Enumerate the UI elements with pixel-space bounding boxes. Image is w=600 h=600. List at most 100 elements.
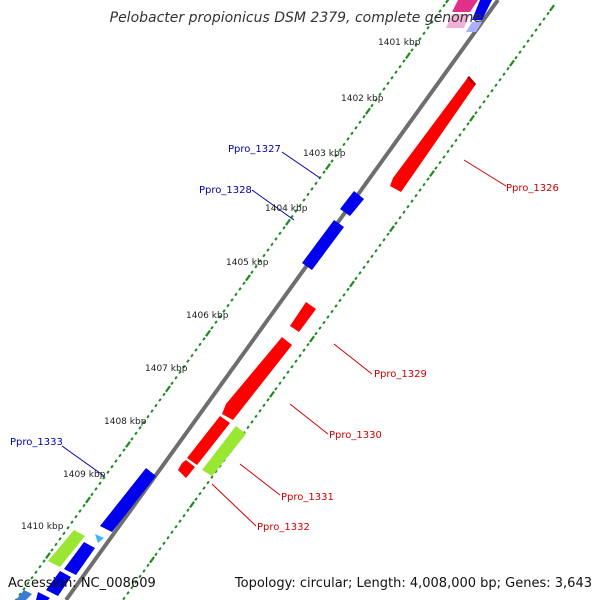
- outer-tick-mark: [66, 525, 70, 530]
- gene-bottom-green[interactable]: [48, 530, 85, 567]
- inner-tick-mark: [494, 83, 498, 88]
- outer-tick-mark: [98, 481, 102, 486]
- outer-tick-mark: [122, 448, 126, 452]
- inner-tick-mark: [498, 77, 502, 82]
- gene-ppro-1329[interactable]: [290, 302, 316, 332]
- outer-tick-mark: [285, 218, 291, 226]
- gene-label-ppro-1326[interactable]: Ppro_1326: [506, 183, 559, 194]
- outer-tick-mark: [85, 496, 91, 504]
- inner-tick-mark: [514, 55, 518, 60]
- inner-tick-mark: [166, 535, 170, 540]
- inner-tick-mark: [414, 193, 418, 198]
- gene-label-ppro-1327[interactable]: Ppro_1327: [228, 144, 281, 155]
- inner-tick-mark: [326, 315, 330, 319]
- inner-tick-mark: [506, 66, 510, 71]
- gene-ppro-1326[interactable]: [390, 76, 476, 192]
- outer-tick-mark: [382, 87, 386, 91]
- gene-label-ppro-1332[interactable]: Ppro_1332: [257, 522, 310, 533]
- gene-label-ppro-1328[interactable]: Ppro_1328: [199, 185, 252, 196]
- inner-tick-mark: [322, 320, 326, 325]
- gene-top-pink[interactable]: [452, 0, 478, 12]
- inner-tick-mark: [266, 398, 270, 402]
- inner-tick-mark: [250, 420, 254, 424]
- inner-tick-mark: [446, 149, 450, 154]
- outer-tick-mark: [325, 163, 331, 171]
- inner-tick-mark: [474, 111, 478, 115]
- outer-tick-mark: [234, 292, 238, 297]
- outer-tick-mark: [266, 248, 270, 252]
- gene-ppro-1327[interactable]: [340, 191, 364, 216]
- inner-tick-mark: [358, 271, 362, 275]
- kbp-label-1409: 1409 kbp: [63, 470, 106, 480]
- outer-tick-mark: [342, 142, 346, 147]
- inner-tick-mark: [269, 390, 275, 398]
- gene-ppro-1328[interactable]: [302, 220, 344, 270]
- outer-tick-mark: [134, 431, 138, 436]
- inner-tick-mark: [374, 249, 378, 253]
- inner-tick-mark: [394, 221, 398, 226]
- inner-tick-mark: [402, 210, 406, 214]
- outer-tick-mark: [94, 487, 98, 491]
- outer-tick-mark: [125, 440, 131, 448]
- outer-tick-mark: [146, 414, 150, 419]
- outer-tick-mark: [170, 381, 174, 386]
- inner-tick-mark: [370, 254, 374, 259]
- gene-ppro-1333[interactable]: [100, 468, 156, 532]
- outer-tick-mark: [270, 242, 274, 247]
- outer-tick-mark: [74, 514, 78, 519]
- inner-tick-mark: [526, 39, 530, 43]
- gene-top-pink-light[interactable]: [446, 14, 470, 28]
- gene-label-ppro-1331[interactable]: Ppro_1331: [281, 492, 334, 503]
- inner-tick-mark: [426, 177, 430, 181]
- gene-small-cyan[interactable]: [95, 534, 104, 543]
- outer-tick-mark: [294, 209, 298, 213]
- outer-tick-mark: [258, 259, 262, 263]
- outer-tick-mark: [290, 214, 294, 219]
- inner-tick-mark: [202, 486, 206, 490]
- gene-top-blue-light[interactable]: [466, 22, 482, 32]
- outer-tick-mark: [130, 437, 134, 441]
- inner-tick-mark: [146, 563, 150, 568]
- inner-tick-mark: [170, 530, 174, 535]
- outer-tick-mark: [150, 409, 154, 413]
- outer-tick-mark: [322, 170, 326, 175]
- gene-ppro-1331[interactable]: [187, 416, 230, 465]
- gene-ppro-1330[interactable]: [222, 337, 292, 420]
- outer-tick-mark: [398, 64, 402, 69]
- gene-label-ppro-1330[interactable]: Ppro_1330: [329, 430, 382, 441]
- outer-tick-mark: [422, 31, 426, 36]
- kbp-label-1405: 1405 kbp: [226, 258, 269, 268]
- leader-lines: [61, 151, 507, 527]
- outer-tick-mark: [54, 542, 58, 547]
- outer-tick-mark: [250, 270, 254, 275]
- outer-tick-mark: [190, 353, 194, 358]
- outer-tick-mark: [138, 425, 142, 430]
- outer-tick-mark: [174, 375, 178, 380]
- inner-tick-mark: [362, 265, 366, 270]
- inner-tick-mark: [246, 425, 250, 430]
- outer-tick-mark: [14, 598, 18, 600]
- inner-tick-mark: [330, 309, 334, 314]
- inner-tick-mark: [309, 335, 315, 343]
- inner-tick-mark: [126, 591, 130, 595]
- gene-top-blue[interactable]: [472, 0, 492, 20]
- gene-label-ppro-1329[interactable]: Ppro_1329: [374, 369, 427, 380]
- inner-tick-mark: [422, 182, 426, 187]
- outer-tick-mark: [445, 0, 450, 4]
- inner-tick-mark: [454, 138, 458, 143]
- inner-tick-mark: [466, 122, 470, 126]
- gene-ppro-1332[interactable]: [202, 426, 246, 476]
- gene-label-ppro-1333[interactable]: Ppro_1333: [10, 437, 63, 448]
- gene-bottom-blue[interactable]: [16, 542, 95, 600]
- gene-ppro-1332-red[interactable]: [178, 460, 195, 478]
- inner-tick-mark: [318, 326, 322, 330]
- inner-tick-mark: [410, 199, 414, 203]
- outer-tick-mark: [434, 14, 438, 19]
- inner-tick-mark: [122, 596, 126, 600]
- inner-tick-mark: [162, 541, 166, 546]
- outer-tick-mark: [34, 570, 38, 575]
- inner-tick-mark: [210, 475, 214, 479]
- outer-tick-mark: [38, 564, 42, 569]
- inner-tick-mark: [509, 59, 515, 67]
- inner-tick-mark: [158, 547, 162, 551]
